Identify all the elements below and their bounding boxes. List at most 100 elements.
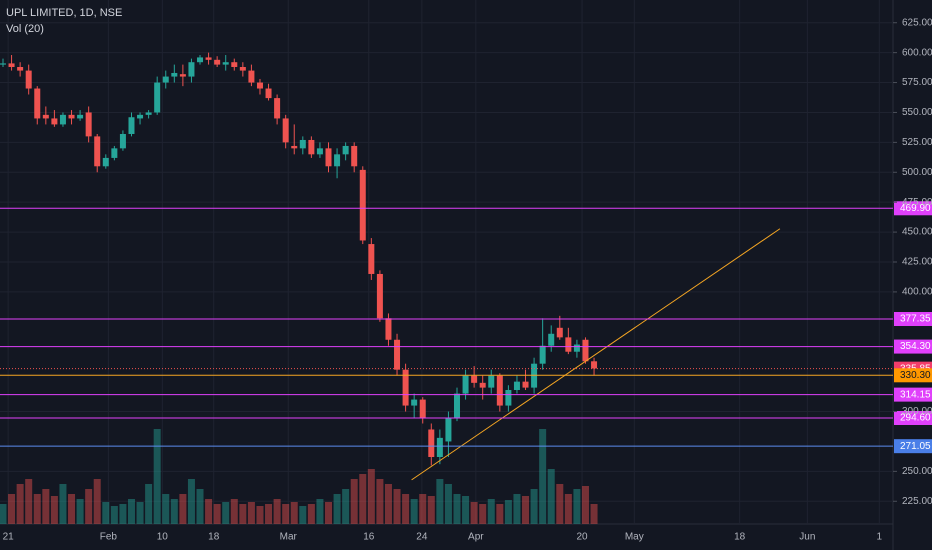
volume-bar bbox=[290, 502, 298, 524]
x-tick-label: Mar bbox=[280, 532, 298, 543]
candle-body bbox=[539, 345, 546, 364]
candle-body bbox=[299, 139, 306, 149]
candle-body bbox=[591, 361, 598, 369]
candle-body bbox=[565, 337, 572, 352]
level-label-bg bbox=[894, 439, 932, 454]
volume-bar bbox=[33, 494, 41, 524]
volume-bar bbox=[316, 499, 324, 524]
volume-bar bbox=[530, 489, 538, 524]
candle-body bbox=[59, 114, 66, 125]
candle-body bbox=[325, 148, 332, 167]
x-tick-label: Feb bbox=[100, 532, 118, 543]
volume-bar bbox=[444, 484, 452, 524]
candle-body bbox=[274, 98, 281, 119]
level-label: 377.35 bbox=[900, 314, 931, 325]
y-tick-label: 300.00 bbox=[902, 406, 932, 417]
candle-body bbox=[411, 399, 418, 406]
y-tick-label: 625.00 bbox=[902, 17, 932, 28]
volume-bar bbox=[453, 494, 461, 524]
candle-body bbox=[308, 139, 315, 155]
candle-body bbox=[282, 118, 289, 143]
candle-body bbox=[359, 169, 366, 241]
x-tick-label: 10 bbox=[157, 532, 169, 543]
volume-bar bbox=[462, 496, 470, 524]
candle-body bbox=[419, 399, 426, 418]
volume-bar bbox=[239, 504, 247, 524]
level-label: 314.15 bbox=[900, 389, 931, 400]
volume-bar bbox=[136, 502, 144, 524]
volume-bar bbox=[119, 504, 127, 524]
y-tick-label: 500.00 bbox=[902, 167, 932, 178]
volume-bar bbox=[0, 504, 7, 524]
volume-bar bbox=[16, 484, 24, 524]
volume-bar bbox=[393, 489, 401, 524]
candle-body bbox=[128, 117, 135, 134]
candle-body bbox=[334, 154, 341, 167]
volume-bar bbox=[367, 469, 375, 524]
candle-body bbox=[77, 114, 84, 119]
x-tick-label: 21 bbox=[3, 532, 15, 543]
x-tick-label: 1 bbox=[877, 532, 883, 543]
candle-body bbox=[197, 57, 204, 63]
volume-bar bbox=[522, 496, 530, 524]
volume-bar bbox=[564, 494, 572, 524]
volume-bar bbox=[273, 499, 281, 524]
candle-body bbox=[428, 429, 435, 458]
level-label-bg bbox=[894, 201, 932, 216]
volume-bar bbox=[539, 429, 547, 524]
volume-bar bbox=[342, 489, 350, 524]
level-label: 469.90 bbox=[900, 203, 931, 214]
candle-body bbox=[394, 339, 401, 370]
volume-bar bbox=[487, 499, 495, 524]
level-label: 294.60 bbox=[900, 413, 931, 424]
candle-body bbox=[316, 148, 323, 155]
trend-line bbox=[411, 228, 781, 481]
candle-body bbox=[505, 390, 512, 406]
candle-body bbox=[34, 88, 41, 119]
volume-bar bbox=[93, 479, 101, 524]
y-tick-label: 425.00 bbox=[902, 257, 932, 268]
volume-bar bbox=[376, 479, 384, 524]
candle-body bbox=[496, 375, 503, 406]
x-tick-label: Apr bbox=[468, 532, 484, 543]
volume-bar bbox=[427, 496, 435, 524]
candle-body bbox=[556, 327, 563, 338]
volume-bar bbox=[384, 484, 392, 524]
candle-body bbox=[154, 82, 161, 113]
x-tick-label: 20 bbox=[576, 532, 588, 543]
volume-bar bbox=[573, 489, 581, 524]
candle-body bbox=[231, 62, 238, 67]
y-tick-label: 525.00 bbox=[902, 137, 932, 148]
volume-bar bbox=[547, 469, 555, 524]
candles bbox=[0, 52, 598, 466]
volume-bar bbox=[8, 494, 16, 524]
candle-body bbox=[445, 417, 452, 442]
volume-bar bbox=[145, 484, 153, 524]
candle-body bbox=[256, 82, 263, 89]
volume-bar bbox=[256, 506, 264, 524]
volume-bar bbox=[127, 499, 135, 524]
candle-body bbox=[436, 437, 443, 458]
level-label: 330.30 bbox=[900, 370, 931, 381]
level-label: 354.30 bbox=[900, 341, 931, 352]
y-tick-label: 250.00 bbox=[902, 466, 932, 477]
candle-body bbox=[248, 70, 255, 83]
volume-bar bbox=[59, 484, 67, 524]
y-tick-label: 575.00 bbox=[902, 77, 932, 88]
axes: 21 Feb 10 18 Mar 16 24 Apr 20 May 18 Jun 1 625.00 600.… bbox=[3, 17, 932, 542]
volume-bar bbox=[513, 494, 521, 524]
volume-bar bbox=[282, 504, 290, 524]
candle-body bbox=[265, 88, 272, 99]
volume-bar bbox=[50, 496, 58, 524]
volume-bar bbox=[504, 500, 512, 524]
level-label-bg bbox=[894, 411, 932, 426]
candle-body bbox=[205, 57, 212, 60]
candle-body bbox=[137, 114, 144, 119]
level-label-bg bbox=[894, 368, 932, 383]
candle-body bbox=[162, 76, 169, 83]
volume-bar bbox=[102, 502, 110, 524]
candle-body bbox=[8, 63, 15, 67]
candle-body bbox=[111, 148, 118, 158]
volume-bar bbox=[179, 494, 187, 524]
candle-body bbox=[17, 66, 24, 71]
